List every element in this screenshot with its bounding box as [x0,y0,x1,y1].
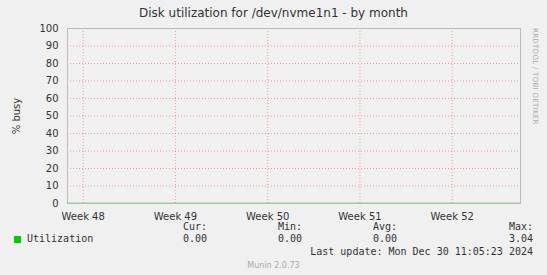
html-text:0.00: 0.00 [182,233,207,244]
svg-text:90: 90 [46,40,59,51]
html-text:Max:: Max: [508,221,533,232]
svg-text:% busy: % busy [11,98,22,135]
svg-text:Week 50: Week 50 [246,211,289,222]
svg-text:40: 40 [46,128,59,139]
html-text:Munin 2.0.73: Munin 2.0.73 [247,261,300,270]
html-text:Cur:: Cur: [182,221,207,232]
svg-text:70: 70 [46,75,59,86]
svg-text:50: 50 [46,110,59,121]
svg-text:Week 48: Week 48 [62,211,105,222]
html-text:Utilization: Utilization [27,233,94,244]
html-text:RRDTOOL / TOBI OETIKER: RRDTOOL / TOBI OETIKER [531,28,539,125]
svg-text:60: 60 [46,93,59,104]
html-text:0.00: 0.00 [372,233,397,244]
svg-text:20: 20 [46,163,59,174]
html-text:Last update: Mon Dec 30 11:05:: Last update: Mon Dec 30 11:05:23 2024 [310,246,533,257]
svg-text:80: 80 [46,58,59,69]
html-text:3.04: 3.04 [508,233,533,244]
html-text:Avg:: Avg: [372,221,397,232]
svg-text:Week 49: Week 49 [154,211,197,222]
html-text:Disk utilization for /dev/nvme: Disk utilization for /dev/nvme1n1 - by m… [139,6,408,20]
svg-text:Week 51: Week 51 [338,211,381,222]
svg-text:10: 10 [46,180,59,191]
svg-text:30: 30 [46,145,59,156]
html-text:Min:: Min: [277,221,302,232]
html-text:0.00: 0.00 [277,233,302,244]
svg-text:0: 0 [52,198,58,209]
svg-text:Week 52: Week 52 [431,211,474,222]
svg-text:100: 100 [39,23,58,34]
